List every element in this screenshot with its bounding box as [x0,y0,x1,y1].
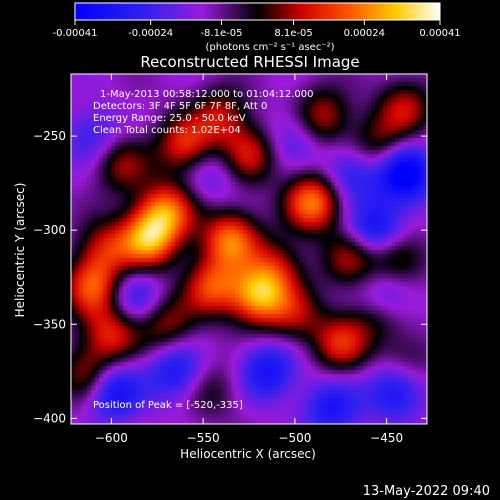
colorbar-tick-label: 0.00024 [344,28,385,39]
footer-timestamp: 13-May-2022 09:40 [363,484,490,499]
x-tick-label: −500 [278,431,311,445]
colorbar-tick-label: -8.1e-05 [200,28,242,39]
annotations: 1-May-2013 00:58:12.000 to 01:04:12.000D… [93,89,313,136]
x-axis: −600 −550 −500 −450 [95,74,403,445]
y-axis: −250 −300 −350 −400 [33,129,427,425]
colorbar-gradient [74,2,441,21]
heatmap-canvas [71,74,427,424]
colorbar-units: (photons cm⁻² s⁻¹ asec⁻²) [205,42,334,53]
y-axis-label: Heliocentric Y (arcsec) [13,183,27,318]
image-area [70,73,428,425]
plot-frame [70,73,428,425]
colorbar-tick-label: -0.00041 [53,28,98,39]
x-tick-label: −550 [187,431,220,445]
chart-title: Reconstructed RHESSI Image [140,53,359,71]
annotation-line: Energy Range: 25.0 - 50.0 keV [93,113,246,124]
colorbar-tick-label: 0.00041 [419,28,460,39]
peak-position-label: Position of Peak = [-520,-335] [93,400,243,411]
colorbar-tick-label: -0.00024 [128,28,173,39]
y-tick-label: −400 [33,411,66,425]
y-tick-label: −300 [33,223,66,237]
y-tick-label: −250 [33,129,66,143]
colorbar: -0.00041 -0.00024 -8.1e-05 8.1e-05 0.00024 0.… [53,2,461,53]
x-axis-label: Heliocentric X (arcsec) [180,447,316,461]
colorbar-tick-label: 8.1e-05 [274,28,312,39]
x-tick-label: −600 [95,431,128,445]
x-tick-label: −450 [370,431,403,445]
y-tick-label: −350 [33,317,66,331]
annotation-line: 1-May-2013 00:58:12.000 to 01:04:12.000 [100,89,313,100]
annotation-line: Detectors: 3F 4F 5F 6F 7F 8F, Att 0 [93,101,267,112]
annotation-line: Clean Total counts: 1.02E+04 [93,125,241,136]
